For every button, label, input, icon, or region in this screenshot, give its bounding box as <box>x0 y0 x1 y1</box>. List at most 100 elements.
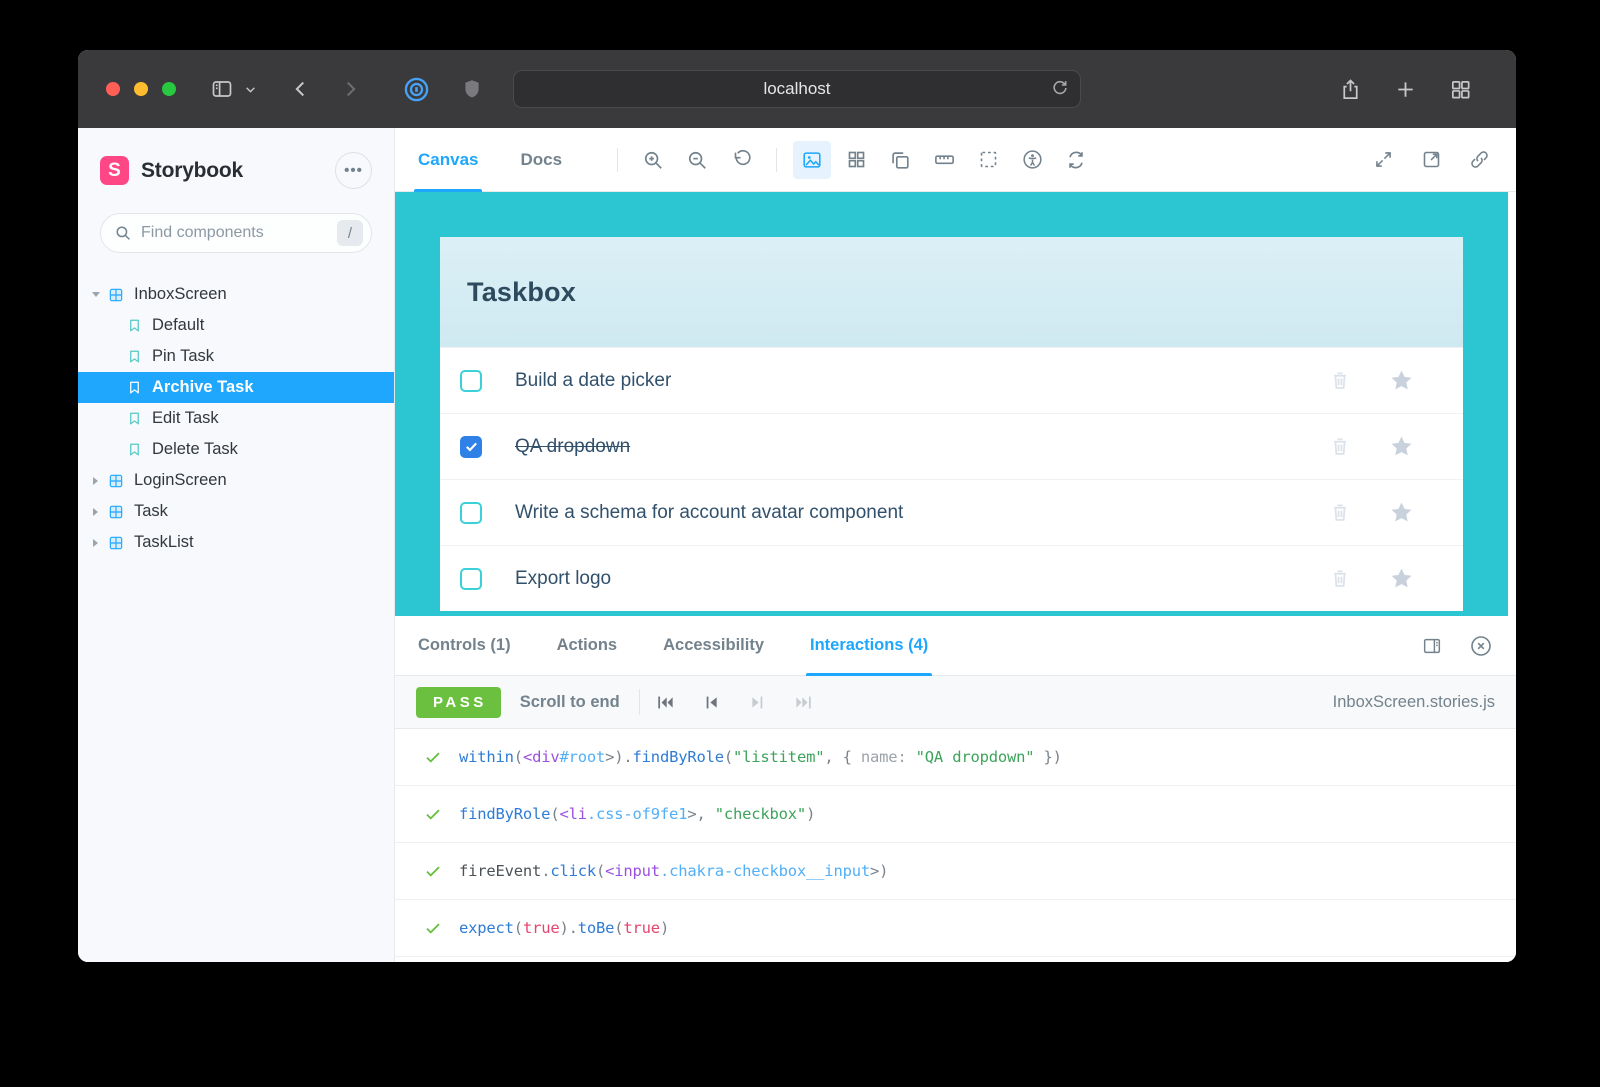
check-icon <box>424 805 442 823</box>
tab-accessibility[interactable]: Accessibility <box>663 636 764 654</box>
task-title[interactable]: Write a schema for account avatar compon… <box>515 501 904 523</box>
remount-sync-icon[interactable] <box>1057 141 1095 179</box>
preview-area: Taskbox Build a date picker <box>395 192 1516 616</box>
pin-task-star-icon[interactable] <box>1388 367 1415 394</box>
refresh-icon[interactable] <box>1050 78 1070 98</box>
tab-overview-icon[interactable] <box>1449 78 1472 101</box>
delete-task-icon[interactable] <box>1329 501 1351 524</box>
taskbox-title: Taskbox <box>467 276 576 307</box>
viewport-icon[interactable] <box>881 141 919 179</box>
interaction-step[interactable]: findByRole(<li.css-of9fe1>, "checkbox") <box>395 786 1516 843</box>
taskbox-header: Taskbox <box>440 237 1463 347</box>
canvas-toolbar: Canvas Docs <box>395 128 1516 192</box>
bookmark-icon <box>127 317 142 334</box>
sidebar-item-task[interactable]: Task <box>78 496 394 527</box>
accessibility-icon[interactable] <box>1013 141 1051 179</box>
go-to-start-icon[interactable] <box>656 693 675 712</box>
task-checkbox-unchecked[interactable] <box>460 501 482 524</box>
task-title[interactable]: QA dropdown <box>515 435 631 457</box>
task-checkbox-unchecked[interactable] <box>460 369 482 392</box>
shield-extension-icon[interactable] <box>461 78 483 100</box>
toolbar-divider <box>776 147 778 172</box>
scroll-to-end-button[interactable]: Scroll to end <box>519 692 620 711</box>
task-checkbox-unchecked[interactable] <box>460 567 482 590</box>
status-badge[interactable]: PASS <box>416 686 501 718</box>
sidebar-item-default[interactable]: Default <box>78 310 394 341</box>
bookmark-icon <box>127 348 142 365</box>
brand-title: Storybook <box>141 158 244 182</box>
sidebar-item-delete-task[interactable]: Delete Task <box>78 434 394 465</box>
step-code: within(<div#root>).findByRole("listitem"… <box>459 748 1062 766</box>
search-input[interactable] <box>141 224 301 242</box>
address-bar-url: localhost <box>763 79 831 98</box>
caret-right-icon[interactable] <box>91 476 100 485</box>
pin-task-star-icon[interactable] <box>1388 565 1415 592</box>
interaction-step[interactable]: fireEvent.click(<input.chakra-checkbox__… <box>395 843 1516 900</box>
delete-task-icon[interactable] <box>1329 369 1351 392</box>
back-button[interactable] <box>290 78 312 100</box>
sidebar-item-inboxscreen[interactable]: InboxScreen <box>78 279 394 310</box>
delete-task-icon[interactable] <box>1329 435 1351 458</box>
caret-down-icon[interactable] <box>91 292 100 297</box>
background-image-icon[interactable] <box>793 140 832 179</box>
task-title[interactable]: Export logo <box>515 567 612 589</box>
step-forward-icon[interactable] <box>748 693 767 712</box>
copy-link-icon[interactable] <box>1469 149 1490 170</box>
step-back-icon[interactable] <box>702 693 721 712</box>
sidebar-item-archive-task[interactable]: Archive Task <box>78 372 394 403</box>
sidebar-item-loginscreen[interactable]: LoginScreen <box>78 465 394 496</box>
interaction-step[interactable]: expect(true).toBe(true) <box>395 900 1516 957</box>
tab-docs[interactable]: Docs <box>520 149 563 169</box>
forward-button[interactable] <box>339 78 361 100</box>
panel-position-icon[interactable] <box>1421 635 1443 657</box>
measure-ruler-icon[interactable] <box>925 141 963 179</box>
caret-right-icon[interactable] <box>91 507 100 516</box>
toolbar-divider <box>617 147 619 172</box>
task-title[interactable]: Build a date picker <box>515 369 672 391</box>
address-bar[interactable]: localhost <box>513 70 1081 108</box>
traffic-lights <box>106 82 176 96</box>
tab-controls[interactable]: Controls (1) <box>418 636 511 654</box>
zoom-in-icon[interactable] <box>634 141 672 179</box>
story-canvas: Taskbox Build a date picker <box>395 192 1508 616</box>
tab-canvas[interactable]: Canvas <box>413 128 484 192</box>
pin-task-star-icon[interactable] <box>1388 433 1415 460</box>
outline-icon[interactable] <box>969 141 1007 179</box>
component-icon <box>108 473 124 489</box>
task-row: Export logo <box>440 545 1463 611</box>
grid-icon[interactable] <box>837 141 875 179</box>
task-row: QA dropdown <box>440 413 1463 479</box>
delete-task-icon[interactable] <box>1329 567 1351 590</box>
component-icon <box>108 287 124 303</box>
browser-window: localhost S Storybook ••• <box>78 50 1516 962</box>
task-row: Build a date picker <box>440 347 1463 413</box>
go-to-end-icon[interactable] <box>794 693 813 712</box>
task-checkbox-checked[interactable] <box>460 435 482 458</box>
share-icon[interactable] <box>1339 78 1362 101</box>
interaction-step[interactable]: within(<div#root>).findByRole("listitem"… <box>395 729 1516 786</box>
chevron-down-icon[interactable] <box>244 83 257 96</box>
close-window-button[interactable] <box>106 82 120 96</box>
check-icon <box>424 862 442 880</box>
open-new-tab-icon[interactable] <box>1421 149 1442 170</box>
tab-interactions[interactable]: Interactions (4) <box>805 616 933 676</box>
close-panel-icon[interactable] <box>1469 634 1493 658</box>
zoom-window-button[interactable] <box>162 82 176 96</box>
search-field[interactable]: / <box>100 213 372 253</box>
onepassword-extension-icon[interactable] <box>403 76 430 103</box>
minimize-window-button[interactable] <box>134 82 148 96</box>
caret-right-icon[interactable] <box>91 538 100 547</box>
new-tab-icon[interactable] <box>1394 78 1417 101</box>
zoom-out-icon[interactable] <box>678 141 716 179</box>
component-icon <box>108 504 124 520</box>
sidebar-menu-button[interactable]: ••• <box>335 152 372 189</box>
fullscreen-icon[interactable] <box>1373 149 1394 170</box>
pin-task-star-icon[interactable] <box>1388 499 1415 526</box>
sidebar-item-pin-task[interactable]: Pin Task <box>78 341 394 372</box>
tab-actions[interactable]: Actions <box>556 636 618 654</box>
sidebar-item-edit-task[interactable]: Edit Task <box>78 403 394 434</box>
sidebar-item-tasklist[interactable]: TaskList <box>78 527 394 558</box>
browser-sidebar-toggle-icon[interactable] <box>210 77 234 101</box>
reset-zoom-icon[interactable] <box>722 141 760 179</box>
bookmark-icon <box>127 441 142 458</box>
